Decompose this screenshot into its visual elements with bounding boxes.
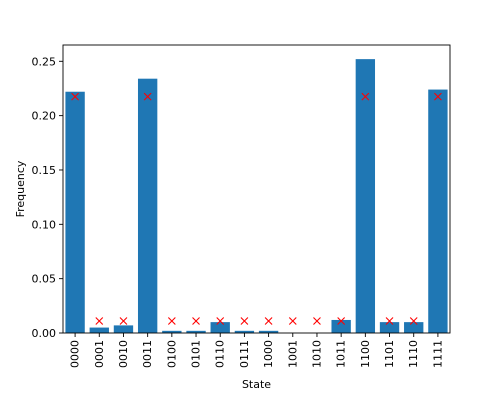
x-axis-title: State bbox=[242, 378, 271, 391]
bar-0000 bbox=[65, 91, 85, 333]
bar-1110 bbox=[404, 322, 424, 333]
marker-stroke bbox=[313, 317, 321, 325]
marker-stroke bbox=[167, 317, 176, 325]
marker-1000 bbox=[264, 317, 273, 325]
x-tick-label: 0010 bbox=[117, 340, 130, 368]
marker-stroke bbox=[216, 317, 225, 325]
x-tick-label: 0100 bbox=[165, 340, 178, 368]
bar-0101 bbox=[186, 330, 206, 333]
x-tick-label: 1000 bbox=[262, 340, 275, 368]
marker-stroke bbox=[95, 317, 104, 325]
x-tick-label: 1110 bbox=[407, 340, 420, 368]
x-tick-label: 0000 bbox=[69, 340, 82, 368]
marker-1110 bbox=[409, 317, 418, 325]
bar-0010 bbox=[113, 325, 134, 333]
y-tick-label: 0.10 bbox=[32, 218, 57, 231]
x-tick-label: 0110 bbox=[214, 340, 227, 368]
y-tick-label: 0.00 bbox=[32, 327, 57, 340]
x-tick-label: 1101 bbox=[383, 340, 396, 368]
marker-0001 bbox=[95, 317, 104, 325]
y-tick-label: 0.20 bbox=[32, 110, 57, 123]
plot-area: 0.00 0.05 0.10 0.15 0.20 0.25 0000 0001 0010 0011… bbox=[32, 44, 451, 368]
marker-1010 bbox=[313, 317, 321, 325]
x-tick-label: 1100 bbox=[359, 340, 372, 368]
y-tick-label: 0.05 bbox=[32, 273, 57, 286]
marker-1100 bbox=[361, 92, 370, 101]
marker-1001 bbox=[288, 317, 297, 325]
marker-0110 bbox=[216, 317, 225, 325]
marker-stroke bbox=[337, 317, 346, 325]
marker-stroke bbox=[192, 317, 200, 325]
marker-1111 bbox=[434, 92, 442, 101]
marker-stroke bbox=[264, 317, 273, 325]
marker-stroke bbox=[409, 317, 418, 325]
marker-1101 bbox=[385, 317, 394, 325]
bar-1011 bbox=[331, 319, 351, 333]
marker-0011 bbox=[143, 92, 152, 101]
y-axis-title: Frequency bbox=[14, 160, 27, 217]
marker-stroke bbox=[71, 92, 79, 101]
x-tick-label: 0101 bbox=[190, 340, 203, 368]
marker-stroke bbox=[361, 92, 370, 101]
bar-0001 bbox=[89, 327, 109, 333]
axes-frame bbox=[62, 44, 451, 334]
marker-stroke bbox=[143, 92, 152, 101]
x-tick-label: 0011 bbox=[141, 340, 154, 368]
marker-stroke bbox=[385, 317, 394, 325]
bar-0011 bbox=[137, 78, 158, 333]
marker-1011 bbox=[337, 317, 346, 325]
marker-0100 bbox=[167, 317, 176, 325]
bar-0111 bbox=[234, 330, 255, 333]
y-tick-label: 0.15 bbox=[32, 164, 57, 177]
marker-stroke bbox=[240, 317, 249, 325]
marker-0000 bbox=[71, 92, 79, 101]
x-tick-label: 0111 bbox=[238, 340, 251, 368]
x-tick-label: 1011 bbox=[335, 340, 348, 368]
bar-1100 bbox=[355, 59, 376, 333]
bar-1000 bbox=[258, 330, 279, 333]
bar-0100 bbox=[162, 330, 182, 333]
marker-stroke bbox=[288, 317, 297, 325]
marker-0010 bbox=[119, 317, 128, 325]
marker-0111 bbox=[240, 317, 249, 325]
marker-stroke bbox=[119, 317, 128, 325]
marker-stroke bbox=[434, 92, 442, 101]
bar-1101 bbox=[379, 322, 400, 333]
x-tick-label: 1111 bbox=[431, 340, 444, 368]
x-tick-label: 1010 bbox=[310, 340, 323, 368]
marker-0101 bbox=[192, 317, 200, 325]
y-tick-label: 0.25 bbox=[32, 55, 57, 68]
bar-1111 bbox=[428, 89, 448, 333]
bar-0110 bbox=[210, 322, 230, 333]
x-tick-label: 0001 bbox=[93, 340, 106, 368]
x-tick-label: 1001 bbox=[286, 340, 299, 368]
